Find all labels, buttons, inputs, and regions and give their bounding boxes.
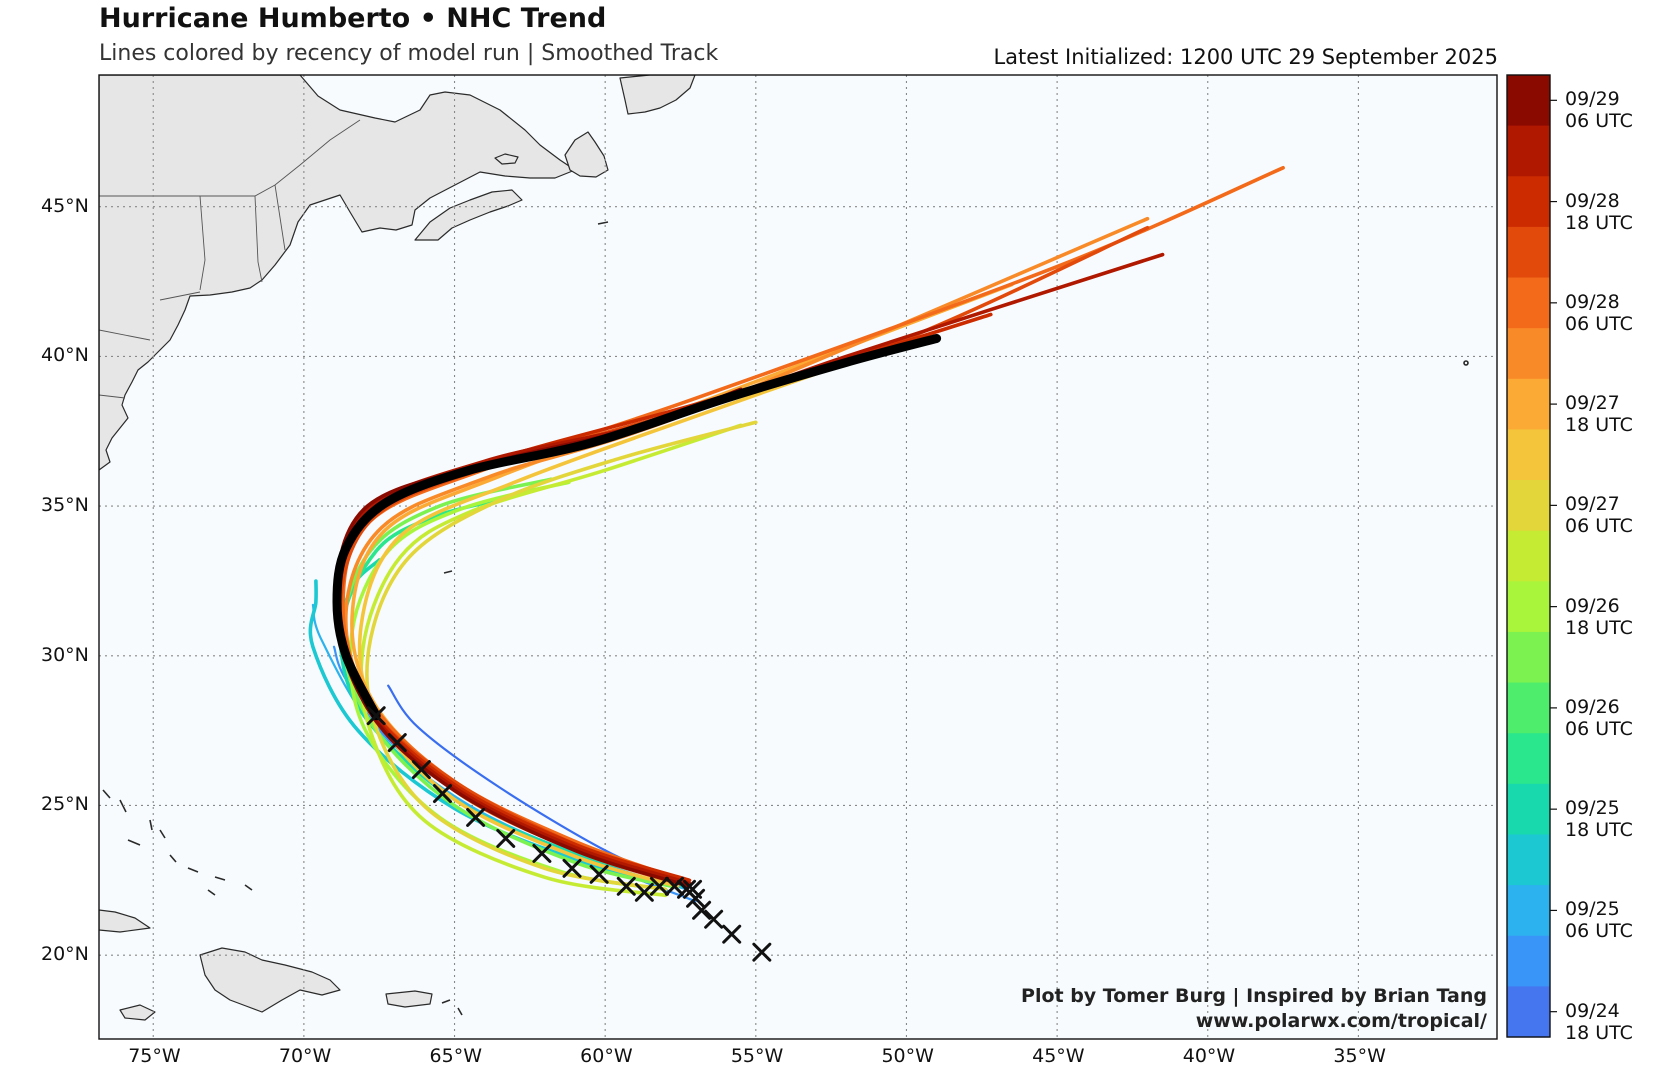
- colorbar-label: 09/28 06 UTC: [1565, 290, 1633, 335]
- cuba: [99, 909, 151, 933]
- colorbar-segment: [1507, 378, 1550, 431]
- puerto-rico: [385, 990, 433, 1008]
- colorbar-segment: [1507, 631, 1550, 684]
- credit-line: Plot by Tomer Burg | Inspired by Brian T…: [1021, 985, 1487, 1007]
- new-england-borders: [99, 184, 286, 399]
- lon-tick-label: 70°W: [278, 1045, 332, 1067]
- colorbar-segment: [1507, 176, 1550, 228]
- colorbar-label: 09/27 06 UTC: [1565, 493, 1633, 538]
- sable-island: [597, 221, 609, 225]
- land-layer: [99, 75, 696, 1021]
- colorbar-label: 09/27 18 UTC: [1565, 392, 1633, 437]
- colorbar-segment: [1507, 783, 1550, 836]
- pei-island: [494, 153, 519, 165]
- past-position-marker: [411, 760, 431, 780]
- lat-tick-label: 45°N: [41, 194, 89, 217]
- past-position-marker: [432, 784, 452, 804]
- model-track: [308, 579, 683, 889]
- past-position-marker: [466, 807, 486, 827]
- gridlines: [99, 75, 1497, 1039]
- colorbar-segment: [1507, 581, 1550, 633]
- past-position-marker: [634, 882, 654, 902]
- colorbar-segment: [1507, 530, 1550, 582]
- model-track: [357, 345, 894, 889]
- past-position-marker: [562, 858, 582, 878]
- chart-subtitle: Lines colored by recency of model run | …: [99, 41, 719, 66]
- lat-tick-label: 35°N: [41, 494, 89, 517]
- colorbar-label: 09/24 18 UTC: [1565, 999, 1633, 1044]
- past-positions: [366, 706, 772, 962]
- past-position-marker: [649, 876, 669, 896]
- colorbar-segment: [1507, 986, 1550, 1038]
- credit-url: www.polarwx.com/tropical/: [1195, 1010, 1487, 1032]
- colorbar-segment: [1507, 226, 1550, 279]
- colorbar: [1507, 75, 1557, 1038]
- lat-tick-label: 20°N: [41, 943, 89, 966]
- lon-tick-label: 45°W: [1032, 1045, 1085, 1067]
- past-position-marker: [387, 733, 407, 753]
- lon-tick-label: 75°W: [128, 1045, 181, 1067]
- colorbar-segment: [1507, 429, 1550, 481]
- colorbar-segment: [1507, 125, 1550, 177]
- lat-tick-label: 25°N: [41, 793, 89, 816]
- past-position-marker: [616, 876, 636, 896]
- past-position-marker: [704, 909, 724, 929]
- colorbar-segment: [1507, 480, 1550, 532]
- bermuda: [443, 570, 453, 574]
- jamaica: [119, 1004, 156, 1021]
- colorbar-label: 09/25 18 UTC: [1565, 797, 1633, 842]
- colorbar-segment: [1507, 75, 1550, 127]
- colorbar-segment: [1507, 935, 1550, 987]
- latest-track: [332, 334, 942, 721]
- colorbar-segment: [1507, 682, 1550, 734]
- lesser-antilles: [441, 999, 463, 1016]
- past-position-marker: [692, 900, 712, 920]
- past-position-marker: [532, 843, 552, 863]
- past-position-marker: [664, 876, 684, 896]
- colorbar-segment: [1507, 834, 1550, 886]
- past-position-marker: [589, 864, 609, 884]
- colorbar-label: 09/26 18 UTC: [1565, 594, 1633, 639]
- lon-tick-label: 50°W: [881, 1045, 934, 1067]
- cape-breton: [564, 131, 609, 178]
- colorbar-label: 09/25 06 UTC: [1565, 898, 1633, 943]
- colorbar-label: 09/29 06 UTC: [1565, 88, 1633, 133]
- latest-initialized: Latest Initialized: 1200 UTC 29 Septembe…: [993, 45, 1498, 69]
- colorbar-frame: [1506, 74, 1551, 1038]
- lat-tick-label: 40°N: [41, 344, 89, 367]
- lon-tick-label: 60°W: [580, 1045, 633, 1067]
- past-position-marker: [722, 924, 742, 944]
- past-position-marker: [683, 879, 703, 899]
- azores-islet: [1463, 360, 1469, 366]
- model-track: [359, 423, 743, 898]
- nova-scotia: [414, 189, 523, 241]
- model-track: [335, 252, 1165, 886]
- past-position-marker: [366, 706, 386, 726]
- north-america-coast: [99, 75, 576, 471]
- colorbar-segment: [1507, 885, 1550, 937]
- lon-tick-label: 40°W: [1182, 1045, 1236, 1067]
- ocean-background: [99, 75, 1497, 1039]
- lon-tick-label: 65°W: [429, 1045, 482, 1067]
- model-track: [365, 420, 758, 892]
- lon-tick-label: 35°W: [1333, 1045, 1386, 1067]
- colorbar-segment: [1507, 328, 1550, 380]
- lon-tick-label: 55°W: [730, 1045, 784, 1067]
- colorbar-segment: [1507, 277, 1550, 329]
- model-tracks: [308, 166, 1285, 903]
- newfoundland: [619, 75, 696, 115]
- past-position-marker: [496, 828, 516, 848]
- lat-tick-label: 30°N: [41, 643, 89, 666]
- chart-title: Hurricane Humberto • NHC Trend: [99, 3, 607, 34]
- colorbar-label: 09/26 06 UTC: [1565, 695, 1633, 740]
- colorbar-segment: [1507, 733, 1550, 785]
- map-frame: [98, 74, 1498, 1040]
- colorbar-label: 09/28 18 UTC: [1565, 189, 1633, 234]
- state-borders: [99, 119, 361, 399]
- hispaniola: [199, 947, 341, 1013]
- past-position-marker: [752, 942, 772, 962]
